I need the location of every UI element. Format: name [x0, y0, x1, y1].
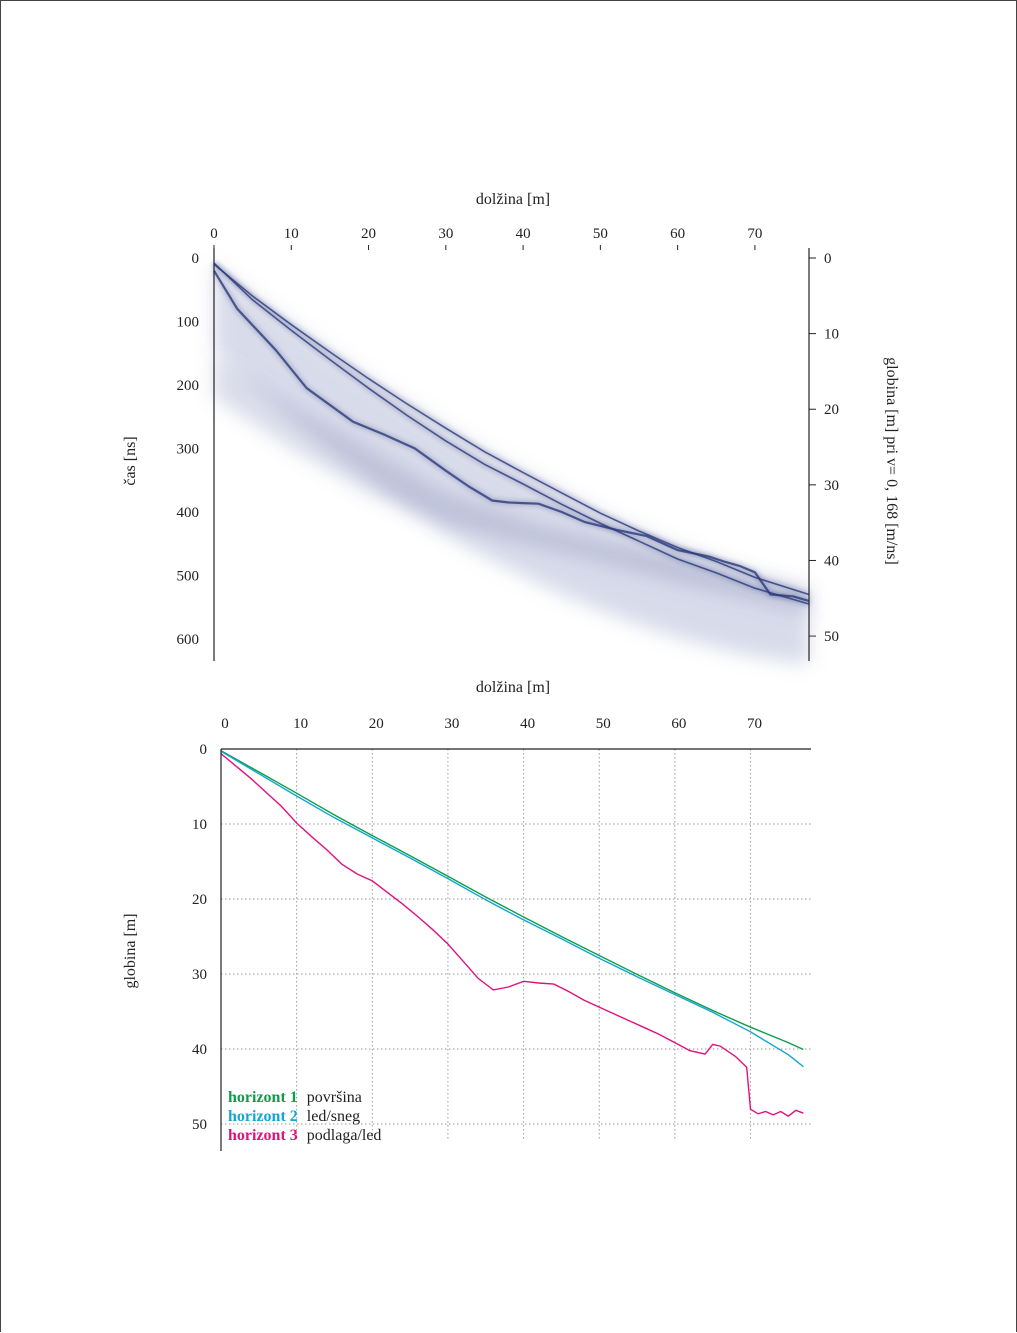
depth-x-ticks: 0 10 20 30 40 50 60 70 [221, 716, 762, 732]
radargram-y-ticks: 0 100 200 300 400 500 600 [177, 251, 200, 648]
radargram-x-ticks: 0 10 20 30 40 50 60 70 [210, 226, 762, 250]
legend: horizont 1 površina horizont 2 led/sneg … [228, 1089, 381, 1144]
depth-y-axis-title: globina [m] [122, 913, 139, 988]
series-line-horizont-2 [220, 750, 804, 1068]
radargram-dense-region [214, 270, 809, 614]
legend-series-name-1: horizont 1 [228, 1089, 298, 1106]
legend-series-name-2: horizont 2 [228, 1108, 298, 1125]
radargram-x-tick-label: 40 [516, 226, 531, 242]
radargram-y-tick-label: 200 [177, 378, 200, 394]
legend-item-1: horizont 1 površina [228, 1089, 362, 1106]
legend-item-3: horizont 3 podlaga/led [228, 1127, 381, 1144]
radargram-y2-ticks: 0 10 20 30 40 50 [809, 251, 839, 645]
radargram-y2-tick-label: 0 [824, 251, 832, 267]
radargram-y2-tick-label: 30 [824, 478, 839, 494]
radargram-x-tick-label: 0 [210, 226, 218, 242]
series-line-horizont-1 [220, 750, 804, 1051]
series-line-horizont-3 [220, 753, 804, 1117]
depth-y-ticks: 0 10 20 30 40 50 [192, 742, 207, 1133]
radargram-y-axis-title: čas [ns] [122, 436, 139, 485]
radargram-y2-tick-label: 20 [824, 402, 839, 418]
legend-series-desc-3: podlaga/led [307, 1127, 382, 1144]
depth-x-tick-label: 60 [671, 716, 686, 732]
radargram-y-tick-label: 500 [177, 568, 200, 584]
radargram-y-tick-label: 300 [177, 441, 200, 457]
legend-series-desc-1: površina [307, 1089, 362, 1106]
radargram-axes [213, 248, 810, 661]
radargram-x-tick-label: 70 [747, 226, 762, 242]
radargram-y2-tick-label: 40 [824, 553, 839, 569]
radargram-y-tick-label: 0 [192, 251, 200, 267]
depth-x-tick-label: 0 [221, 716, 229, 732]
depth-axes [220, 748, 811, 1151]
radargram-x-tick-label: 50 [593, 226, 608, 242]
radargram-y-tick-label: 600 [177, 632, 200, 648]
legend-series-desc-2: led/sneg [307, 1108, 360, 1125]
legend-item-2: horizont 2 led/sneg [228, 1108, 360, 1125]
radargram-x-tick-label: 20 [361, 226, 376, 242]
radargram-y-tick-label: 400 [177, 505, 200, 521]
radargram-x-tick-label: 10 [284, 226, 299, 242]
depth-y-tick-label: 50 [192, 1117, 207, 1133]
radargram-x-tick-label: 60 [670, 226, 685, 242]
depth-y-tick-label: 30 [192, 967, 207, 983]
radargram-reflector [213, 270, 810, 602]
depth-series [220, 750, 804, 1117]
depth-x-tick-label: 70 [747, 716, 762, 732]
depth-y-tick-label: 10 [192, 817, 207, 833]
depth-x-tick-label: 30 [444, 716, 459, 732]
depth-x-axis-title: dolžina [m] [476, 679, 550, 696]
radargram-chart: dolžina [m] 0 10 20 30 40 50 60 70 010020030040… [122, 191, 900, 665]
depth-x-tick-label: 10 [293, 716, 308, 732]
depth-grid [221, 749, 811, 1141]
depth-y-tick-label: 20 [192, 892, 207, 908]
radargram-y2-axis-title: globina [m] pri v= 0, 168 [m/ns] [883, 357, 900, 565]
radargram-x-tick-label: 30 [438, 226, 453, 242]
radargram-y2-tick-label: 10 [824, 327, 839, 343]
radargram-y2-tick-label: 50 [824, 629, 839, 645]
depth-y-tick-label: 0 [200, 742, 208, 758]
depth-x-tick-label: 20 [369, 716, 384, 732]
radargram-y-tick-label: 100 [177, 314, 200, 330]
depth-x-tick-label: 50 [596, 716, 611, 732]
depth-x-tick-label: 40 [520, 716, 535, 732]
radargram-image [211, 261, 810, 665]
depth-y-tick-label: 40 [192, 1042, 207, 1058]
radargram-reflector [213, 262, 810, 605]
depth-profile-chart: dolžina [m] 0 10 20 30 40 50 60 70 01020304050 … [122, 679, 811, 1151]
radargram-x-axis-title: dolžina [m] [476, 191, 550, 208]
legend-series-name-3: horizont 3 [228, 1127, 298, 1144]
